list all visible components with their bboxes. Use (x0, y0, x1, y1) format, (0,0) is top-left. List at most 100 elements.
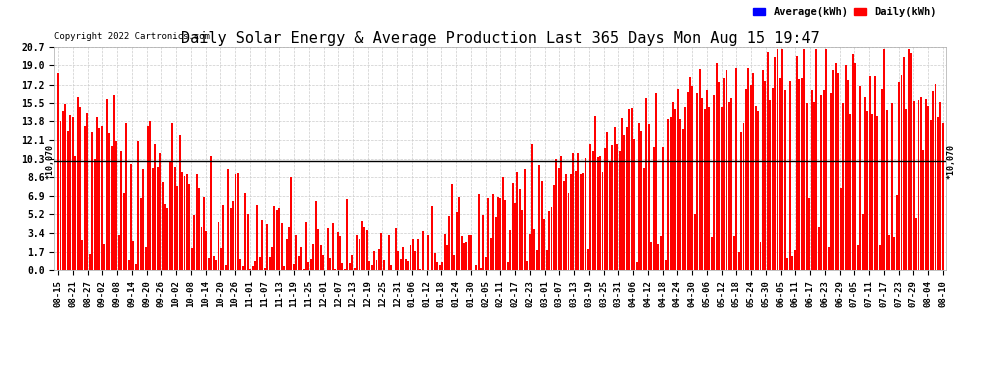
Bar (803, 49, 805, 270)
Legend: Average(kWh), Daily(kWh): Average(kWh), Daily(kWh) (748, 3, 941, 21)
Bar (339, 236, 341, 270)
Bar (888, 235, 890, 270)
Bar (709, 107, 711, 270)
Bar (402, 247, 404, 270)
Bar (468, 236, 470, 270)
Bar (439, 266, 441, 270)
Bar (906, 110, 907, 270)
Bar (247, 214, 248, 270)
Bar (143, 170, 145, 270)
Bar (69, 116, 71, 270)
Bar (64, 104, 66, 270)
Bar (344, 269, 346, 270)
Bar (427, 235, 429, 270)
Bar (203, 197, 205, 270)
Bar (849, 114, 851, 270)
Bar (524, 170, 526, 270)
Bar (278, 208, 280, 270)
Bar (718, 82, 720, 270)
Bar (378, 249, 380, 270)
Bar (266, 224, 268, 270)
Bar (463, 243, 465, 270)
Bar (98, 128, 100, 270)
Bar (232, 201, 234, 270)
Bar (767, 52, 769, 270)
Bar (828, 247, 830, 270)
Bar (529, 234, 531, 270)
Bar (295, 235, 297, 270)
Bar (744, 89, 746, 270)
Bar (188, 184, 190, 270)
Bar (602, 172, 604, 270)
Bar (838, 73, 840, 270)
Bar (128, 260, 130, 270)
Bar (607, 132, 609, 270)
Text: *10,070: *10,070 (46, 144, 54, 179)
Bar (57, 73, 59, 270)
Bar (176, 186, 178, 270)
Bar (789, 81, 791, 270)
Bar (410, 245, 412, 270)
Bar (470, 235, 472, 270)
Bar (67, 131, 68, 270)
Bar (365, 230, 367, 270)
Bar (363, 227, 365, 270)
Bar (584, 158, 586, 270)
Bar (835, 63, 837, 270)
Bar (422, 231, 424, 270)
Bar (757, 111, 759, 270)
Bar (373, 251, 375, 270)
Bar (448, 216, 450, 270)
Bar (108, 132, 110, 270)
Bar (432, 206, 434, 270)
Bar (541, 181, 543, 270)
Bar (893, 237, 895, 270)
Bar (140, 198, 142, 270)
Bar (201, 226, 203, 270)
Bar (915, 218, 917, 270)
Bar (76, 97, 78, 270)
Bar (213, 256, 215, 270)
Bar (492, 194, 494, 270)
Bar (268, 257, 270, 270)
Bar (821, 95, 823, 270)
Bar (636, 262, 638, 270)
Bar (918, 100, 920, 270)
Bar (806, 103, 808, 270)
Bar (288, 226, 290, 270)
Bar (94, 159, 95, 270)
Bar (303, 269, 305, 270)
Bar (711, 237, 713, 270)
Bar (315, 201, 317, 270)
Bar (407, 261, 409, 270)
Bar (747, 68, 749, 270)
Bar (731, 98, 733, 270)
Bar (741, 132, 742, 270)
Bar (840, 188, 842, 270)
Bar (156, 167, 158, 270)
Bar (455, 212, 457, 270)
Bar (721, 107, 723, 270)
Bar (121, 152, 122, 270)
Bar (662, 147, 664, 270)
Bar (154, 144, 156, 270)
Bar (118, 235, 120, 270)
Bar (395, 228, 397, 270)
Bar (482, 215, 484, 270)
Bar (560, 156, 562, 270)
Bar (534, 229, 536, 270)
Bar (764, 81, 766, 270)
Bar (599, 156, 601, 270)
Bar (798, 80, 800, 270)
Bar (74, 156, 76, 270)
Bar (842, 103, 844, 270)
Bar (779, 78, 781, 270)
Bar (242, 266, 244, 270)
Bar (701, 98, 703, 270)
Bar (322, 255, 324, 270)
Bar (691, 86, 693, 270)
Bar (86, 113, 88, 270)
Bar (346, 199, 348, 270)
Bar (544, 219, 545, 270)
Bar (125, 123, 127, 270)
